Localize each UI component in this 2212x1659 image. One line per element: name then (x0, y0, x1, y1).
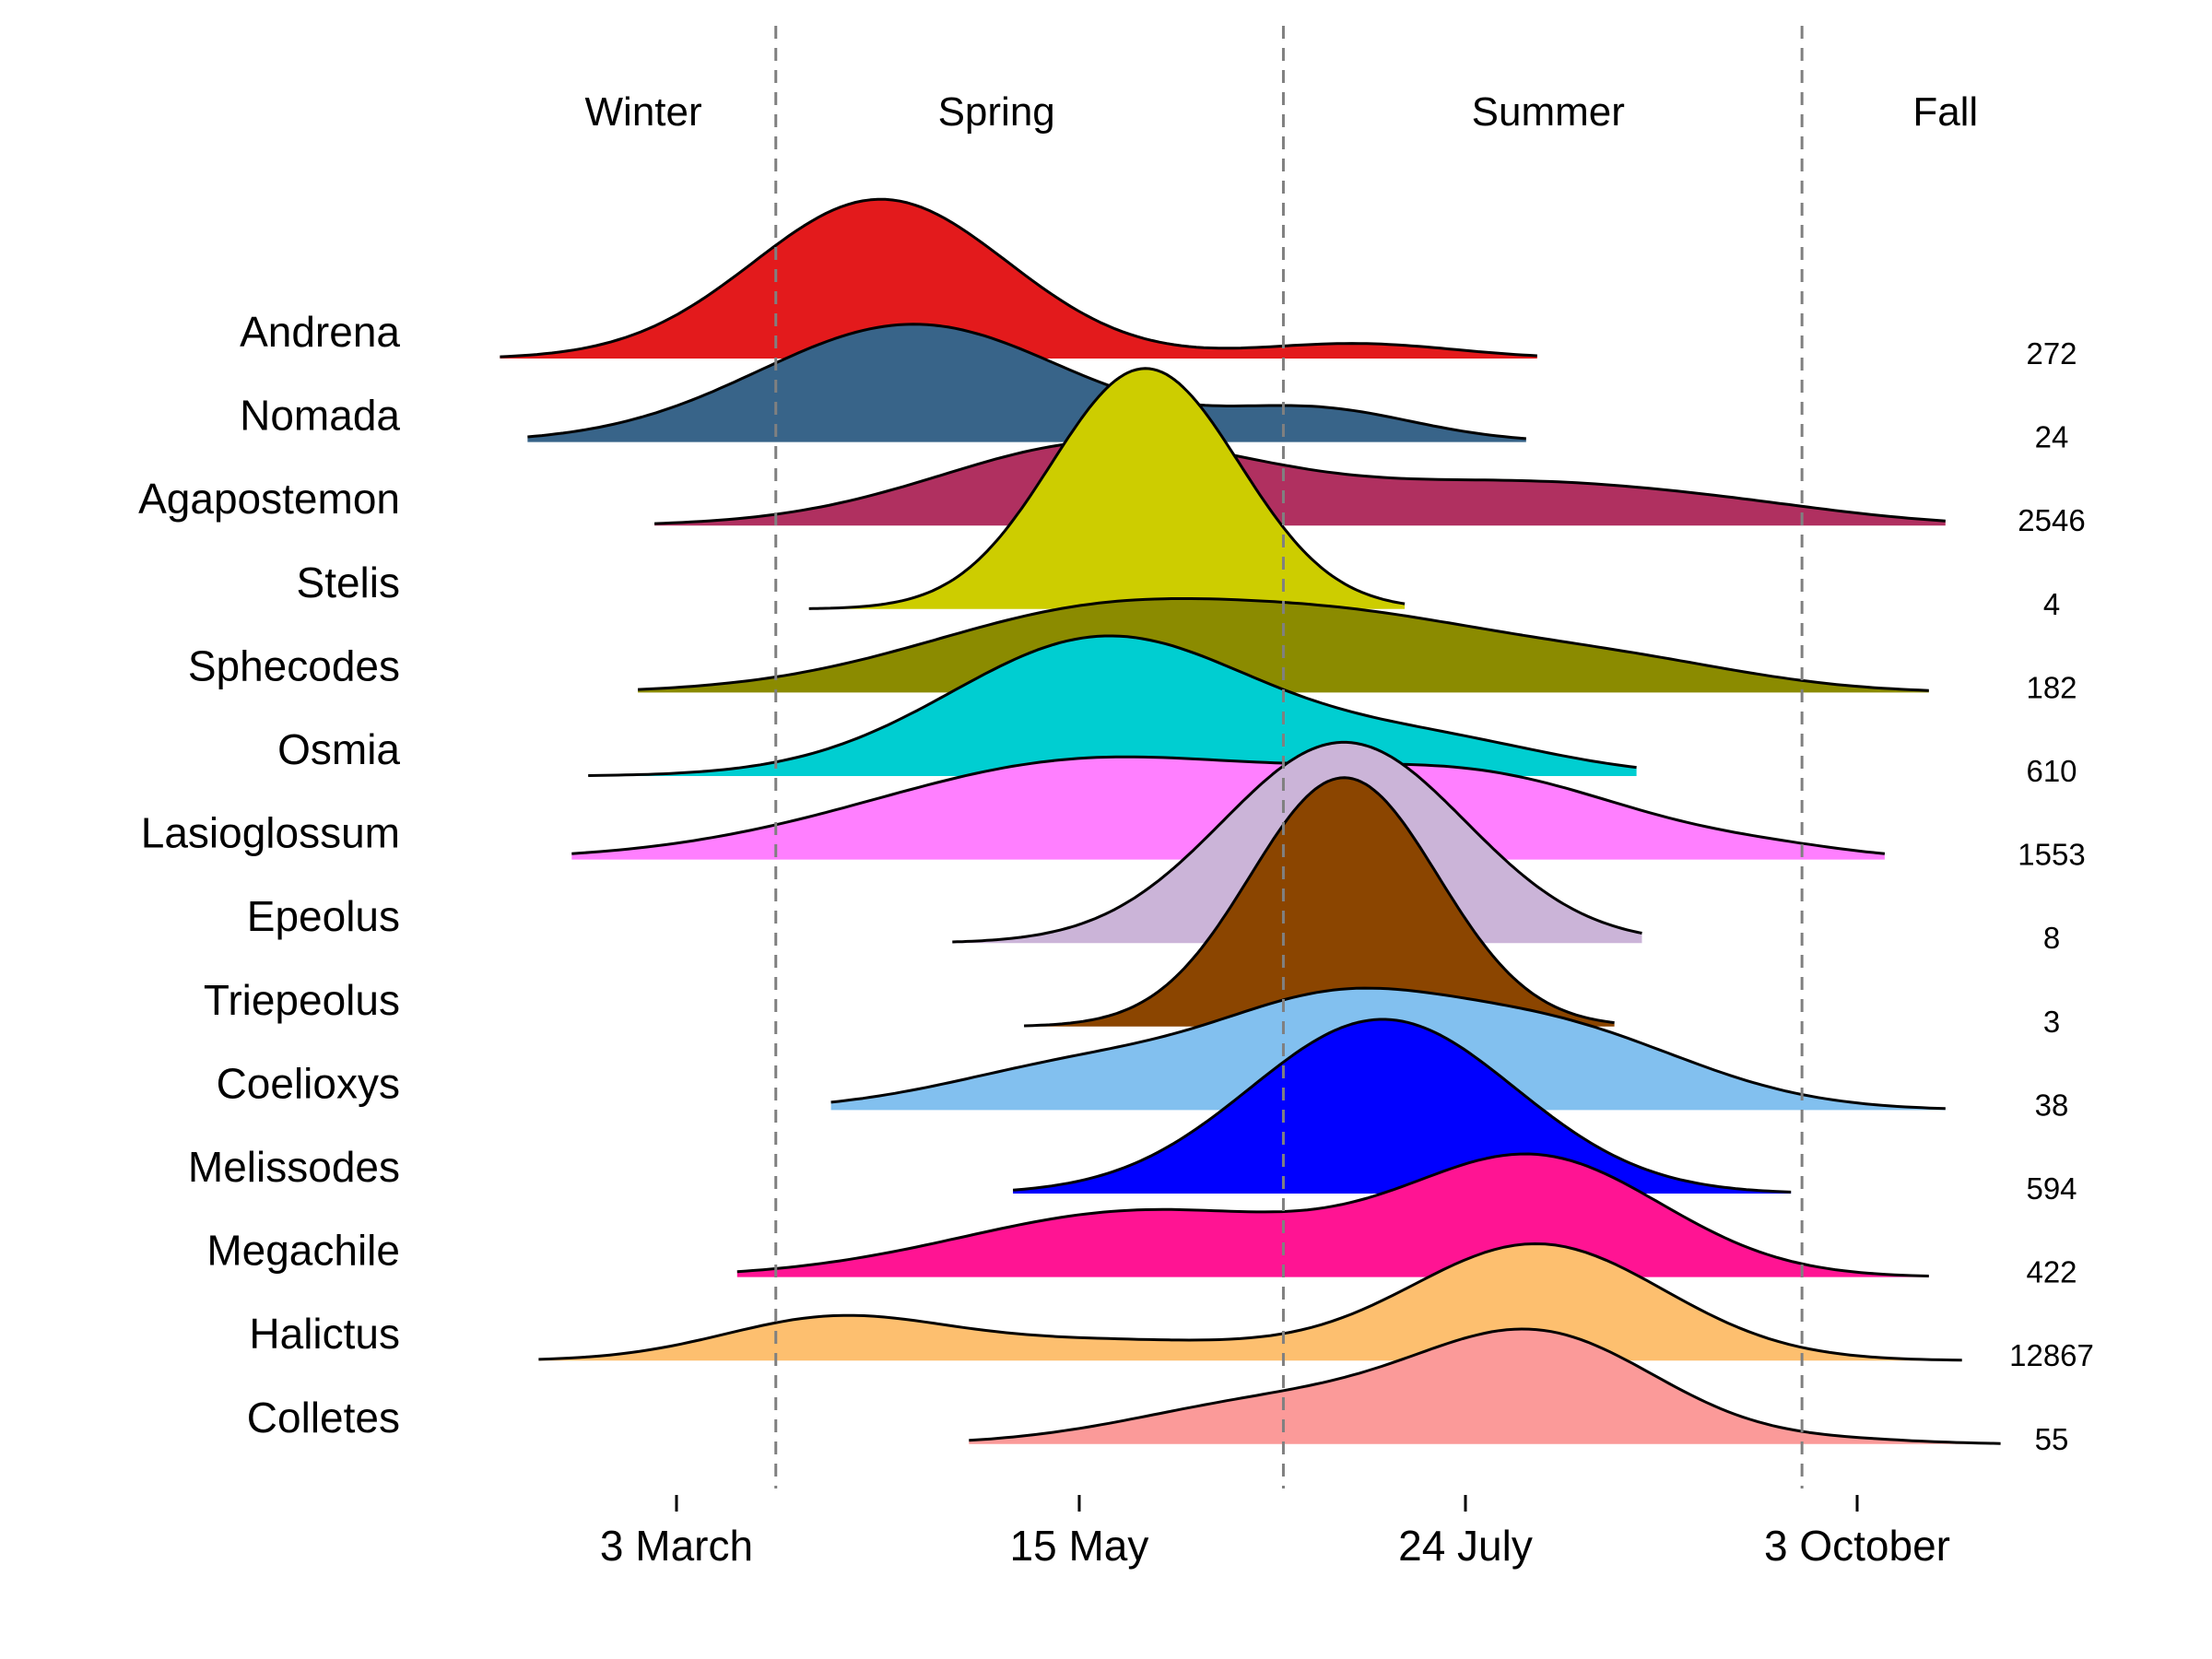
ridge-fill (538, 1243, 1962, 1361)
count-label: 4 (2043, 587, 2060, 621)
genus-label: Andrena (240, 308, 400, 356)
count-label: 38 (2035, 1088, 2069, 1122)
ridge-outline (808, 367, 1406, 610)
count-label: 55 (2035, 1422, 2069, 1456)
count-label: 8 (2043, 921, 2060, 955)
ridge-outline (500, 197, 1537, 359)
ridge-outline (538, 1242, 1962, 1362)
ridge-fill (969, 1329, 2001, 1444)
genus-label: Melissodes (188, 1143, 400, 1191)
ridge-colletes (969, 1327, 2001, 1445)
genus-label: Nomada (240, 392, 400, 440)
genus-label: Coelioxys (217, 1059, 400, 1107)
x-tick-label: 15 May (1010, 1522, 1149, 1570)
ridge-outline (571, 755, 1886, 855)
genus-label: Halictus (249, 1310, 400, 1358)
count-label: 12867 (2009, 1338, 2094, 1372)
ridge-fill (808, 368, 1406, 609)
season-label: Spring (938, 89, 1055, 135)
count-label: 610 (2026, 754, 2077, 788)
ridge-fill (654, 441, 1946, 526)
ridge-outline (952, 740, 1642, 944)
ridge-halictus (538, 1242, 1962, 1362)
x-axis: 3 March 15 May 24 July 3 October (600, 1495, 1950, 1570)
ridge-fill (1024, 777, 1615, 1027)
ridge-fill (1013, 1019, 1792, 1194)
season-label: Fall (1912, 89, 1978, 135)
x-tick-label: 24 July (1398, 1522, 1533, 1570)
count-label: 272 (2026, 336, 2077, 371)
count-label: 2546 (2018, 503, 2085, 537)
count-label: 182 (2026, 670, 2077, 704)
ridge-melissodes (1012, 1018, 1792, 1194)
ridge-outline (1012, 1018, 1792, 1194)
ridge-outline (736, 1152, 1929, 1277)
count-label: 594 (2026, 1171, 2077, 1206)
season-labels: Winter Spring Summer Fall (585, 89, 1979, 135)
genus-label: Colletes (247, 1394, 400, 1441)
ridge-fill (736, 1154, 1929, 1277)
ridge-agapostemon (654, 439, 1946, 526)
x-tick-label: 3 March (600, 1522, 753, 1570)
count-label: 1553 (2018, 838, 2085, 872)
genus-label: Megachile (206, 1227, 400, 1275)
count-label: 24 (2035, 420, 2069, 454)
genus-label: Triepeolus (204, 976, 400, 1024)
season-boundaries (774, 26, 1804, 1488)
ridge-triepeolus (1024, 776, 1615, 1028)
ridge-megachile (736, 1152, 1929, 1277)
ridge-fill (571, 757, 1885, 860)
count-labels: 272 24 2546 4 182 610 1553 8 3 38 594 422 12867 55 (2009, 336, 2094, 1456)
ridge-stelis (808, 367, 1406, 610)
x-tick-label: 3 October (1764, 1522, 1950, 1570)
season-label: Summer (1472, 89, 1625, 135)
genus-label: Lasioglossum (141, 809, 400, 857)
genus-labels: Andrena Nomada Agapostemon Stelis Sphecodes O… (138, 308, 400, 1441)
ridge-nomada (527, 323, 1526, 442)
count-label: 3 (2043, 1005, 2060, 1039)
season-label: Winter (585, 89, 702, 135)
ridge-osmia (588, 634, 1637, 777)
ridge-outline (830, 986, 1946, 1111)
genus-label: Sphecodes (188, 641, 400, 689)
genus-label: Osmia (277, 725, 400, 773)
ridges-layer (500, 197, 2001, 1445)
count-label: 422 (2026, 1255, 2077, 1289)
genus-label: Agapostemon (138, 475, 400, 523)
genus-label: Stelis (297, 559, 400, 606)
ridge-andrena (500, 197, 1537, 359)
ridge-outline (1024, 776, 1615, 1028)
ridge-outline (527, 323, 1526, 441)
ridge-fill (527, 324, 1526, 442)
ridge-outline (969, 1327, 2001, 1445)
ridge-outline (588, 634, 1637, 777)
ridge-lasioglossum (571, 755, 1886, 860)
ridge-fill (500, 199, 1537, 359)
genus-label: Epeolus (247, 892, 400, 940)
ridge-outline (654, 439, 1946, 525)
